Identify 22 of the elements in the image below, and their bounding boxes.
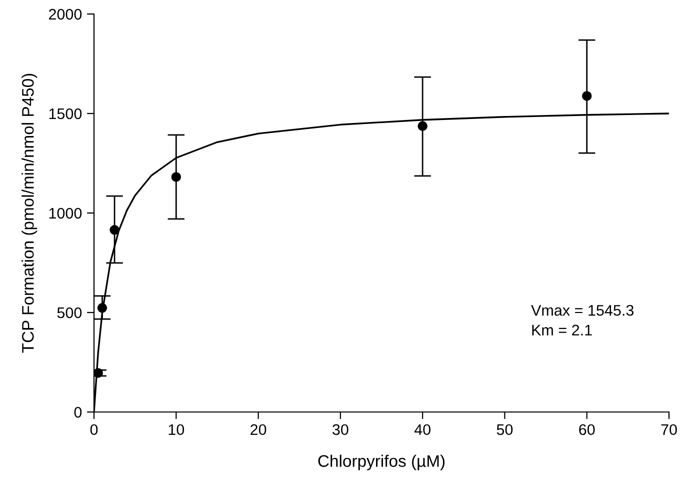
y-axis-title: TCP Formation (pmol/min/nmol P450) <box>22 74 38 353</box>
point <box>582 91 592 101</box>
x-tick-label: 0 <box>90 424 98 436</box>
y-tick-label: 2000 <box>48 8 82 20</box>
point <box>418 121 428 131</box>
point <box>171 172 182 182</box>
x-tick-label: 70 <box>661 424 677 436</box>
x-tick-label: 30 <box>332 424 348 436</box>
x-axis-title: Chlorpyrifos (µM) <box>318 454 445 470</box>
x-tick-label: 40 <box>414 424 430 436</box>
point <box>110 225 120 235</box>
y-tick-label: 1000 <box>49 208 82 219</box>
point <box>97 303 108 313</box>
y-tick-label: 1500 <box>49 108 82 120</box>
x-tick-label: 20 <box>250 424 266 436</box>
y-tick-label: 500 <box>57 307 82 318</box>
point <box>94 368 103 378</box>
y-tick-label: 0 <box>74 406 82 418</box>
x-tick-label: 10 <box>168 424 184 436</box>
x-tick-label: 50 <box>496 424 513 436</box>
annotation: Vmax = 1545.3 Km = 2.1 <box>531 304 634 336</box>
x-tick-label: 60 <box>579 424 595 436</box>
